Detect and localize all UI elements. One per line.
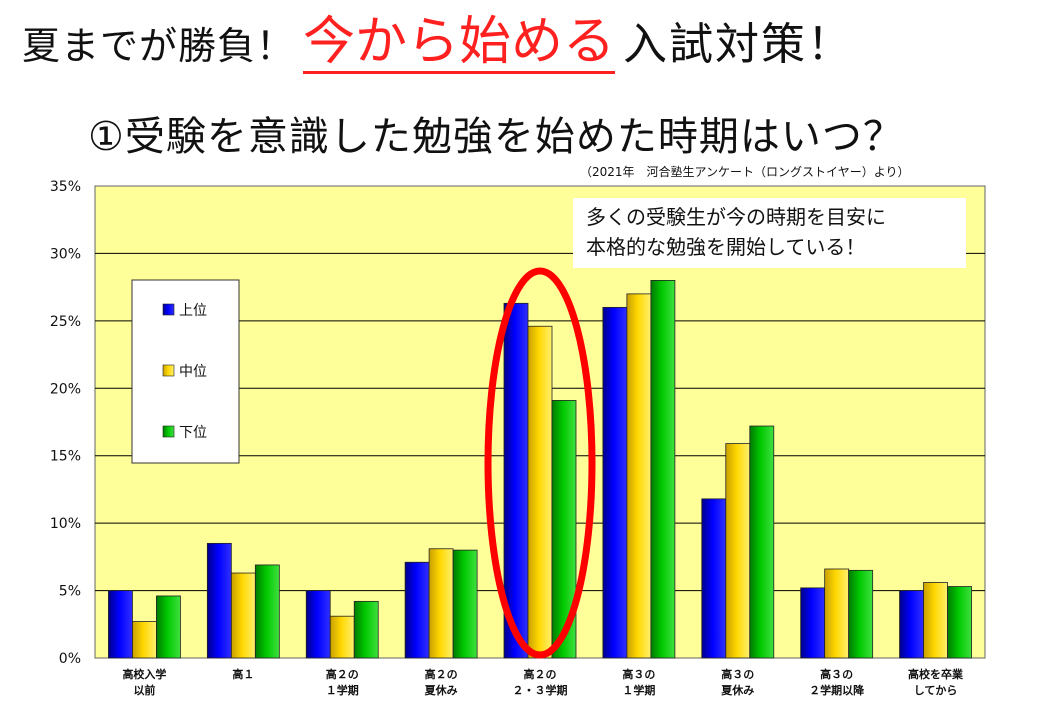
legend-swatch-2 <box>162 425 175 438</box>
headline-prefix: 夏までが勝負！ <box>22 24 296 68</box>
bar-中位-7 <box>824 568 850 659</box>
bar-下位-8 <box>947 586 972 659</box>
x-tick-label: １学期 <box>326 683 359 697</box>
highlight-ring <box>484 267 596 659</box>
bar-上位-7 <box>800 587 826 659</box>
bar-下位-3 <box>452 549 478 659</box>
bar-上位-2 <box>305 590 331 659</box>
bar-上位-6 <box>701 498 727 659</box>
bar-下位-0 <box>156 595 181 659</box>
bar-中位-3 <box>428 548 454 659</box>
x-tick-label: １学期 <box>622 683 655 697</box>
bar-中位-1 <box>230 572 256 659</box>
annotation-box <box>573 198 966 268</box>
legend-label: 下位 <box>179 425 207 441</box>
y-tick-label: 30% <box>50 246 81 262</box>
headline-highlight: 今から始める <box>303 12 616 74</box>
bar-上位-0 <box>108 590 133 659</box>
x-tick-label: 高３の <box>622 667 655 681</box>
bar-上位-8 <box>899 590 924 659</box>
bar-中位-2 <box>329 615 355 659</box>
bar-中位-5 <box>626 293 652 659</box>
x-tick-label: 夏休み <box>425 683 458 697</box>
bar-下位-7 <box>848 569 874 659</box>
legend-swatch-0 <box>162 303 175 316</box>
bar-下位-1 <box>254 564 280 659</box>
y-tick-label: 20% <box>50 381 81 397</box>
x-tick-label: 高２の <box>524 667 557 681</box>
bar-中位-4 <box>527 325 553 659</box>
bar-下位-5 <box>650 280 676 659</box>
x-tick-label: 高校を卒業 <box>908 667 964 681</box>
bar-中位-6 <box>725 443 751 659</box>
headline: 夏までが勝負！ 今から始める 入試対策！ <box>22 8 853 78</box>
x-tick-label: ２・３学期 <box>513 683 568 697</box>
annotation-text: 本格的な勉強を開始している！ <box>586 235 865 259</box>
y-tick-label: 15% <box>50 449 81 465</box>
x-tick-label: 高３の <box>820 667 853 681</box>
y-tick-label: 25% <box>50 314 81 330</box>
legend-label: 上位 <box>179 303 207 319</box>
x-tick-label: ２学期以降 <box>809 683 865 697</box>
legend <box>131 279 240 464</box>
y-tick-label: 5% <box>59 584 81 600</box>
y-tick-label: 10% <box>50 516 81 532</box>
y-tick-label: 0% <box>59 651 81 667</box>
source-note: （2021年 河合塾生アンケート（ロングストイヤー）より） <box>580 165 910 179</box>
bar-上位-3 <box>404 561 430 659</box>
x-tick-label: 以前 <box>133 683 155 697</box>
bar-下位-2 <box>353 600 379 659</box>
x-tick-label: してから <box>914 684 958 697</box>
x-tick-label: 夏休み <box>721 683 754 697</box>
x-tick-label: 高２の <box>425 667 458 681</box>
bar-中位-8 <box>923 582 948 659</box>
x-tick-label: 高２の <box>326 667 359 681</box>
x-tick-label: 高校入学 <box>122 667 166 681</box>
legend-label: 中位 <box>179 364 207 380</box>
legend-swatch-1 <box>162 364 175 377</box>
bar-中位-0 <box>132 621 157 659</box>
bar-下位-6 <box>749 425 775 659</box>
annotation-text: 多くの受験生が今の時期を目安に <box>586 205 886 229</box>
x-tick-label: 高１ <box>232 667 254 681</box>
y-tick-label: 35% <box>50 179 81 195</box>
bar-上位-4 <box>503 302 529 659</box>
bar-上位-1 <box>206 542 232 659</box>
chart-title: ①受験を意識した勉強を始めた時期はいつ？ <box>88 114 904 160</box>
headline-suffix: 入試対策！ <box>623 19 854 70</box>
bar-上位-5 <box>602 306 628 659</box>
x-tick-label: 高３の <box>721 667 754 681</box>
